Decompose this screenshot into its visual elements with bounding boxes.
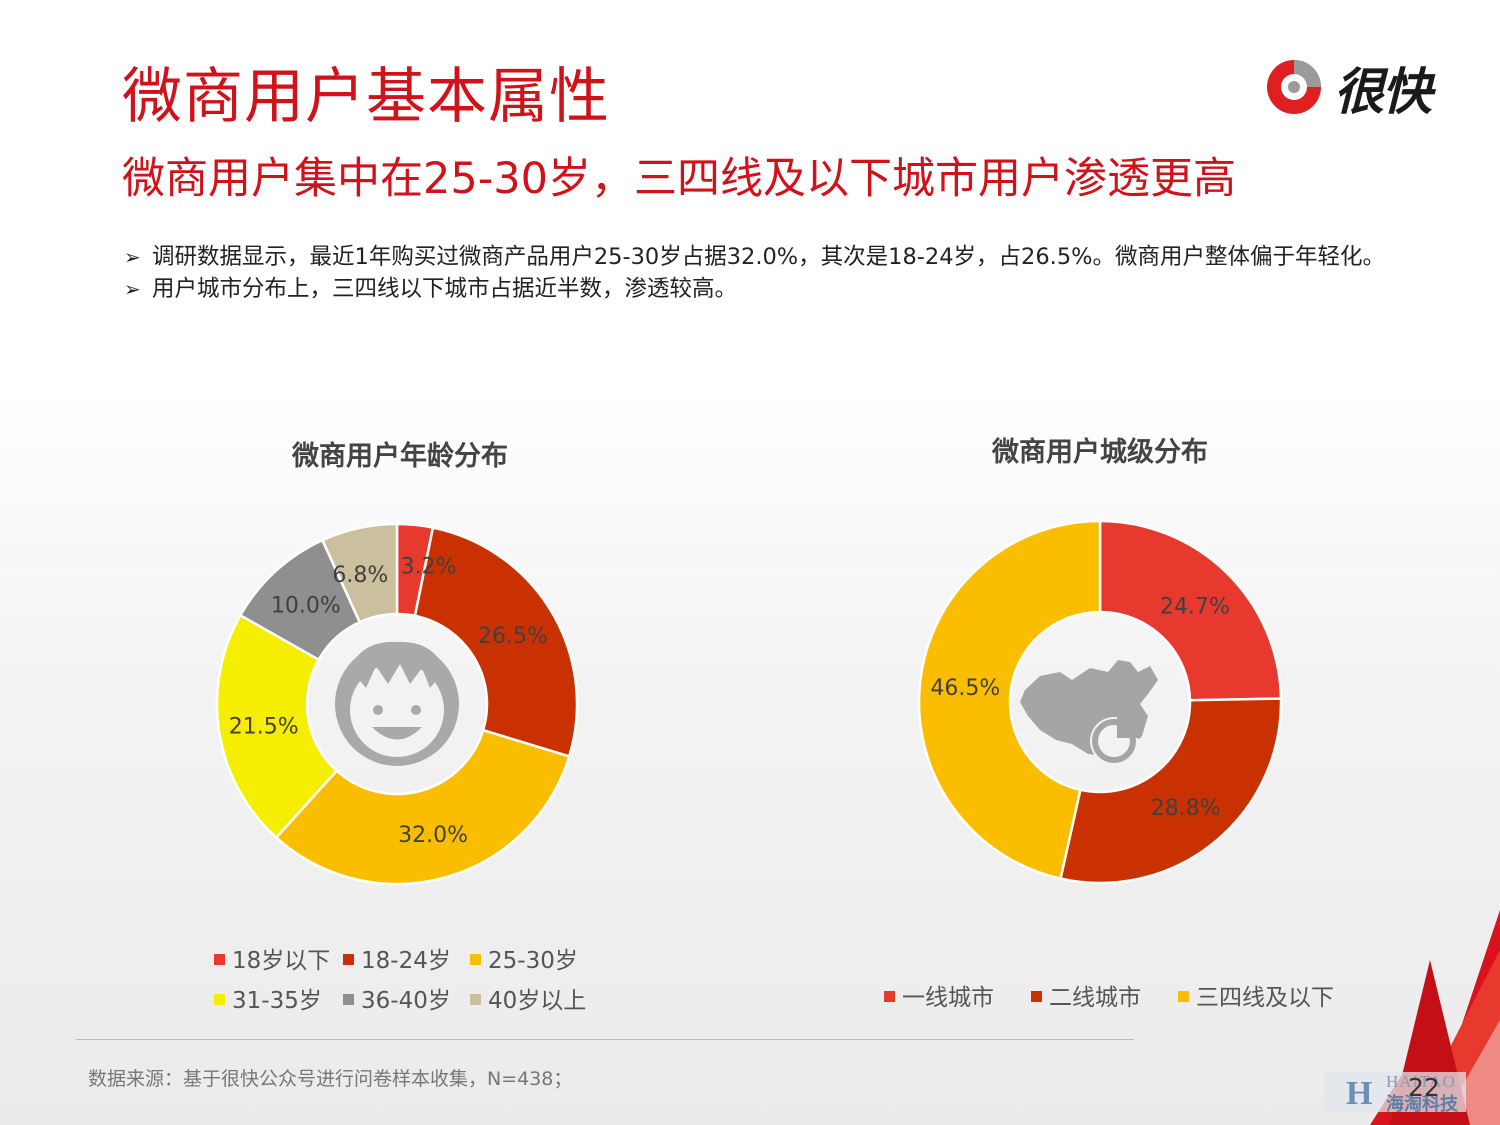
city-data-labels: 24.7% 28.8% 46.5%	[930, 594, 1229, 821]
legend-item: 31-35岁	[214, 981, 322, 1015]
legend-swatch	[343, 954, 354, 965]
legend-swatch	[214, 994, 225, 1005]
legend-item: 一线城市	[884, 978, 994, 1012]
legend-swatch	[470, 994, 481, 1005]
legend-label: 36-40岁	[361, 988, 451, 1014]
legend-label: 31-35岁	[232, 988, 322, 1014]
data-label: 46.5%	[930, 676, 1000, 701]
legend-swatch	[884, 991, 895, 1002]
legend-label: 三四线及以下	[1196, 985, 1334, 1011]
donut-slice-一线城市	[1098, 519, 1283, 702]
brand-logo-text: 很快	[1334, 63, 1432, 121]
page-number: 22	[1408, 1073, 1440, 1102]
legend-label: 18-24岁	[361, 948, 451, 974]
donut-slice-三四线及以下	[917, 519, 1102, 881]
age-data-labels: 3.2% 26.5% 32.0% 21.5% 10.0% 6.8%	[229, 555, 548, 848]
data-label: 24.7%	[1160, 594, 1230, 619]
legend-item: 三四线及以下	[1178, 978, 1334, 1012]
legend-swatch	[343, 994, 354, 1005]
china-map-pie-icon	[1020, 660, 1158, 765]
bullet-text: 调研数据显示，最近1年购买过微商产品用户25-30岁占据32.0%，其次是18-…	[152, 244, 1386, 270]
brand-logo-icon	[1267, 60, 1321, 114]
watermark-background	[1324, 1072, 1466, 1112]
smiley-face-icon	[335, 641, 459, 766]
donut-slice-25-30岁	[274, 728, 571, 886]
donut-slice-31-35岁	[215, 613, 339, 840]
legend-item: 18-24岁	[343, 941, 451, 975]
data-label: 6.8%	[332, 563, 388, 588]
donut-slice-二线城市	[1059, 697, 1283, 885]
legend-swatch	[1178, 991, 1189, 1002]
legend-item: 18岁以下	[214, 941, 330, 975]
legend-swatch	[1031, 991, 1042, 1002]
watermark-letter: H	[1346, 1075, 1373, 1112]
bullet-item: ➢ 调研数据显示，最近1年购买过微商产品用户25-30岁占据32.0%，其次是1…	[124, 242, 1424, 272]
city-chart-title: 微商用户城级分布	[992, 437, 1208, 468]
legend-item: 36-40岁	[343, 981, 451, 1015]
data-label: 3.2%	[401, 555, 457, 580]
data-source-note: 数据来源：基于很快公众号进行问卷样本收集，N=438；	[88, 1068, 573, 1090]
watermark-text-cn: 海淘科技	[1386, 1094, 1458, 1115]
page-title: 微商用户基本属性	[122, 62, 610, 132]
watermark-text-en: HAITAO	[1386, 1072, 1456, 1091]
donut-slice-18-24岁	[413, 526, 579, 758]
age-donut-chart	[215, 522, 579, 886]
data-label: 21.5%	[229, 715, 299, 740]
legend-label: 一线城市	[902, 985, 994, 1011]
bullet-arrow-icon: ➢	[124, 245, 141, 269]
legend-label: 二线城市	[1049, 985, 1141, 1011]
data-label: 28.8%	[1151, 796, 1221, 821]
legend-swatch	[214, 954, 225, 965]
legend-label: 40岁以上	[488, 988, 587, 1014]
data-label: 26.5%	[478, 624, 548, 649]
legend-swatch	[470, 954, 481, 965]
legend-label: 25-30岁	[488, 948, 578, 974]
legend-label: 18岁以下	[232, 948, 331, 974]
page-subtitle: 微商用户集中在25-30岁，三四线及以下城市用户渗透更高	[122, 154, 1236, 204]
data-label: 10.0%	[271, 593, 341, 618]
bullet-item: ➢ 用户城市分布上，三四线以下城市占据近半数，渗透较高。	[124, 274, 1424, 304]
city-donut-chart	[917, 519, 1283, 885]
data-label: 32.0%	[398, 823, 468, 848]
bullet-text: 用户城市分布上，三四线以下城市占据近半数，渗透较高。	[152, 276, 738, 302]
legend-item: 二线城市	[1031, 978, 1141, 1012]
legend-item: 40岁以上	[470, 981, 586, 1015]
donut-slice-40岁以上	[320, 522, 399, 624]
bullet-arrow-icon: ➢	[124, 277, 141, 301]
age-chart-title: 微商用户年龄分布	[292, 441, 508, 472]
bullet-list: ➢ 调研数据显示，最近1年购买过微商产品用户25-30岁占据32.0%，其次是1…	[124, 242, 1424, 306]
footer-divider	[76, 1039, 1134, 1040]
legend-item: 25-30岁	[470, 941, 578, 975]
